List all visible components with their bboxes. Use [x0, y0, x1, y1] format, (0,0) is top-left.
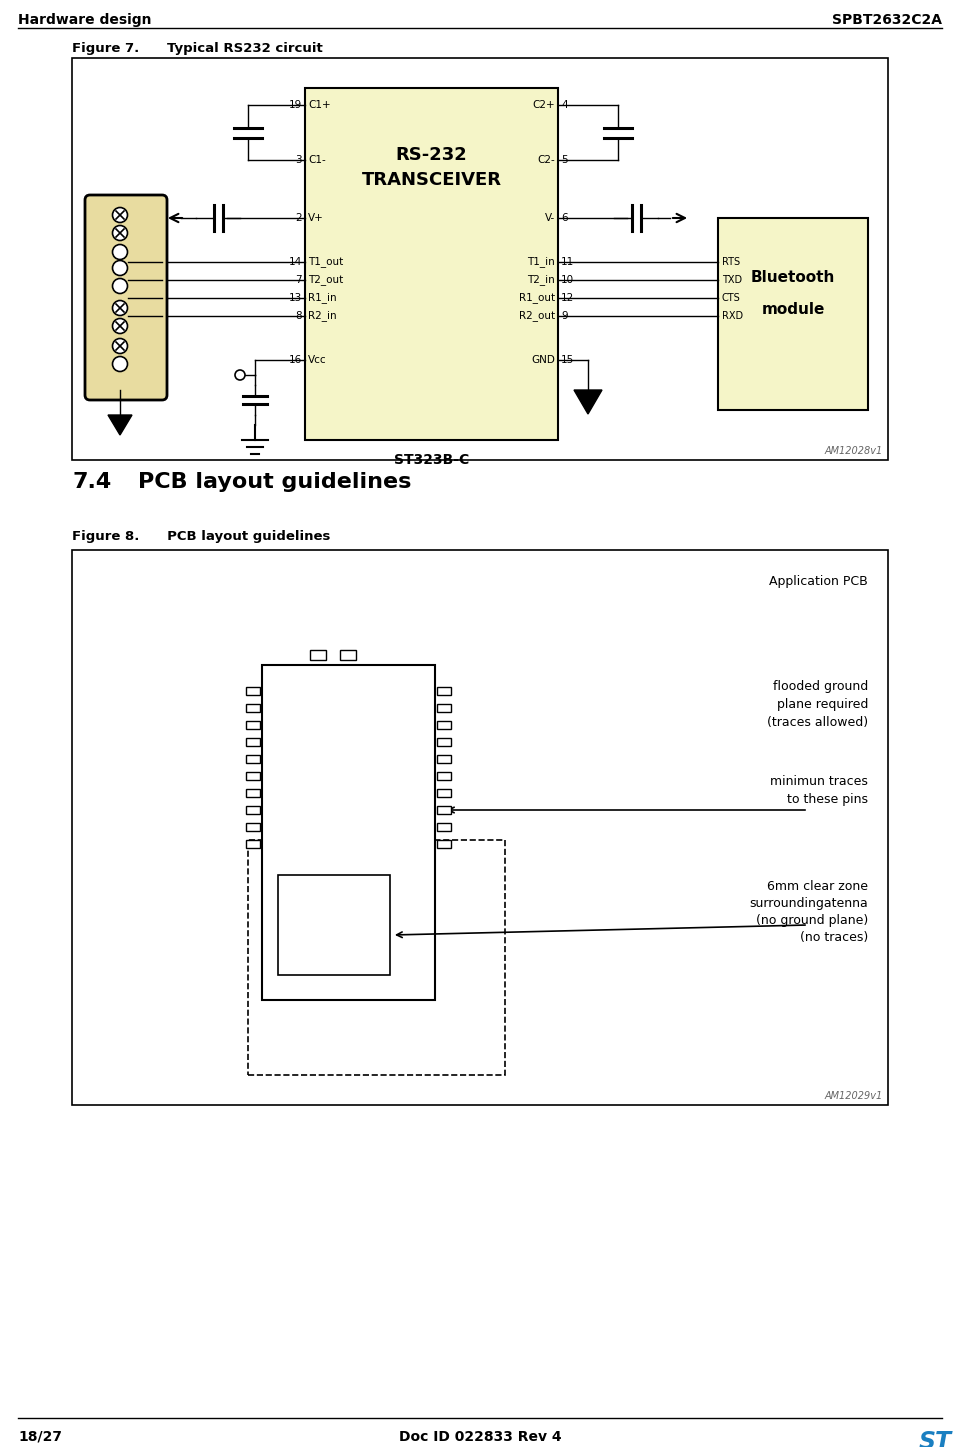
- Bar: [437, 721, 451, 729]
- Text: 19: 19: [289, 100, 302, 110]
- Bar: [246, 705, 260, 712]
- Bar: [246, 823, 260, 831]
- Text: R2_out: R2_out: [518, 311, 555, 321]
- Polygon shape: [108, 415, 132, 436]
- Bar: [246, 721, 260, 729]
- Bar: [437, 841, 451, 848]
- Text: 6mm clear zone
surroundingatenna
(no ground plane)
(no traces): 6mm clear zone surroundingatenna (no gro…: [749, 880, 868, 943]
- FancyBboxPatch shape: [85, 195, 167, 399]
- Text: 10: 10: [561, 275, 574, 285]
- Text: Figure 7.      Typical RS232 circuit: Figure 7. Typical RS232 circuit: [72, 42, 323, 55]
- Text: AM12029v1: AM12029v1: [825, 1091, 883, 1101]
- Text: RXD: RXD: [722, 311, 743, 321]
- Text: 15: 15: [561, 355, 574, 365]
- Bar: [437, 823, 451, 831]
- Text: R1_out: R1_out: [518, 292, 555, 304]
- Text: CTS: CTS: [722, 292, 741, 302]
- Circle shape: [112, 356, 128, 372]
- Text: T2_in: T2_in: [527, 275, 555, 285]
- Text: GND: GND: [531, 355, 555, 365]
- Bar: [246, 687, 260, 695]
- Bar: [246, 789, 260, 797]
- Text: C1-: C1-: [308, 155, 325, 165]
- Text: Doc ID 022833 Rev 4: Doc ID 022833 Rev 4: [398, 1430, 562, 1444]
- Text: ST323B-C: ST323B-C: [394, 453, 469, 467]
- Circle shape: [112, 301, 128, 315]
- Bar: [246, 773, 260, 780]
- Text: 13: 13: [289, 292, 302, 302]
- Circle shape: [235, 370, 245, 381]
- Bar: [437, 789, 451, 797]
- Text: R2_in: R2_in: [308, 311, 337, 321]
- Text: SPBT2632C2A: SPBT2632C2A: [832, 13, 942, 27]
- Text: 7.4: 7.4: [72, 472, 111, 492]
- Text: 8: 8: [296, 311, 302, 321]
- Bar: [72, 550, 888, 1106]
- Text: T1_out: T1_out: [308, 256, 344, 268]
- Text: 2: 2: [296, 213, 302, 223]
- Text: 12: 12: [561, 292, 574, 302]
- Text: 9: 9: [561, 311, 567, 321]
- Circle shape: [112, 207, 128, 223]
- Bar: [246, 841, 260, 848]
- Bar: [262, 666, 435, 1000]
- Bar: [310, 650, 326, 660]
- Text: TRANSCEIVER: TRANSCEIVER: [362, 171, 501, 190]
- Text: R1_in: R1_in: [308, 292, 337, 304]
- Text: Vᴄᴄ: Vᴄᴄ: [308, 355, 326, 365]
- Circle shape: [112, 339, 128, 353]
- Circle shape: [112, 245, 128, 259]
- Circle shape: [112, 278, 128, 294]
- Bar: [437, 806, 451, 815]
- Bar: [305, 88, 558, 440]
- Text: Application PCB: Application PCB: [769, 574, 868, 587]
- Text: RTS: RTS: [722, 258, 740, 268]
- Text: module: module: [761, 302, 825, 317]
- Text: C1+: C1+: [308, 100, 330, 110]
- Bar: [72, 58, 888, 460]
- Bar: [437, 773, 451, 780]
- Text: V-: V-: [544, 213, 555, 223]
- Text: 16: 16: [289, 355, 302, 365]
- Bar: [340, 650, 356, 660]
- Text: ST: ST: [919, 1430, 951, 1447]
- Text: flooded ground
plane required
(traces allowed): flooded ground plane required (traces al…: [767, 680, 868, 729]
- Text: TXD: TXD: [722, 275, 742, 285]
- Bar: [437, 687, 451, 695]
- Text: 6: 6: [561, 213, 567, 223]
- Bar: [437, 705, 451, 712]
- Text: AM12028v1: AM12028v1: [825, 446, 883, 456]
- Text: V+: V+: [308, 213, 324, 223]
- Text: 7: 7: [296, 275, 302, 285]
- Text: C2+: C2+: [533, 100, 555, 110]
- Bar: [246, 755, 260, 763]
- Text: minimun traces
to these pins: minimun traces to these pins: [770, 776, 868, 806]
- Text: 3: 3: [296, 155, 302, 165]
- Bar: [437, 755, 451, 763]
- Text: RS-232: RS-232: [396, 146, 468, 164]
- Text: 4: 4: [561, 100, 567, 110]
- Bar: [246, 806, 260, 815]
- Text: 5: 5: [561, 155, 567, 165]
- Text: Hardware design: Hardware design: [18, 13, 152, 27]
- Circle shape: [112, 318, 128, 333]
- Bar: [718, 218, 868, 410]
- Circle shape: [112, 260, 128, 275]
- Text: 18/27: 18/27: [18, 1430, 62, 1444]
- Polygon shape: [574, 391, 602, 414]
- Text: T2_out: T2_out: [308, 275, 344, 285]
- Text: Bluetooth: Bluetooth: [751, 271, 835, 285]
- Text: 11: 11: [561, 258, 574, 268]
- Bar: [278, 875, 390, 975]
- Bar: [246, 738, 260, 747]
- Bar: [437, 738, 451, 747]
- Bar: [248, 841, 505, 1075]
- Text: PCB layout guidelines: PCB layout guidelines: [138, 472, 412, 492]
- Text: Figure 8.      PCB layout guidelines: Figure 8. PCB layout guidelines: [72, 530, 330, 543]
- Text: T1_in: T1_in: [527, 256, 555, 268]
- Circle shape: [112, 226, 128, 240]
- Text: C2-: C2-: [538, 155, 555, 165]
- Text: 14: 14: [289, 258, 302, 268]
